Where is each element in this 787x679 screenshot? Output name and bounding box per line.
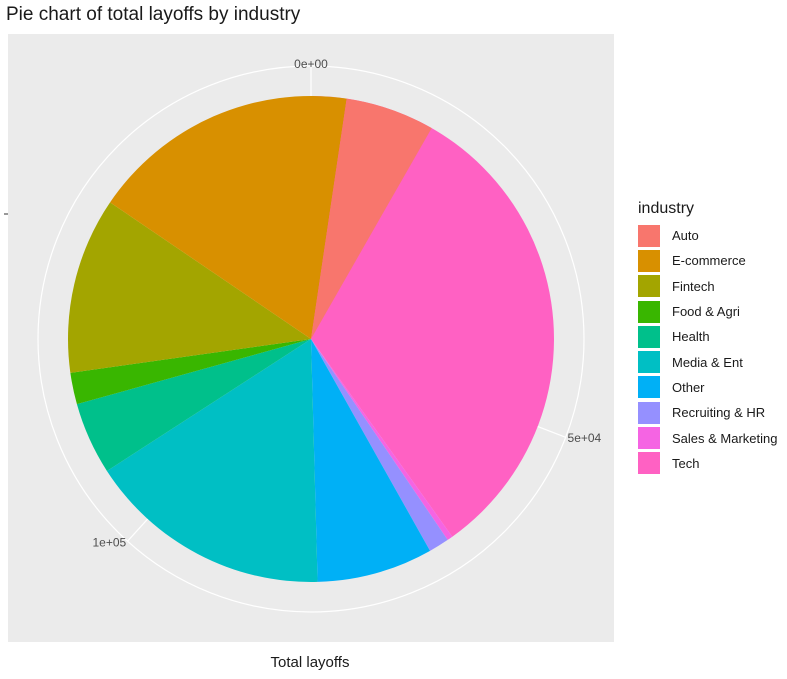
legend-key: [638, 300, 660, 323]
legend-item-media-ent: Media & Ent: [638, 349, 778, 374]
legend-label: E-commerce: [672, 253, 746, 269]
pie-slice-fintech: [68, 202, 312, 373]
legend-label: Fintech: [672, 278, 715, 294]
legend-key: [638, 376, 660, 399]
legend-label: Media & Ent: [672, 354, 743, 370]
pie-slice-health: [76, 339, 311, 471]
legend-items: Auto E-commerce Fintech Food & Agri Health Me…: [638, 223, 778, 476]
legend-item-fintech: Fintech: [638, 274, 778, 299]
legend-key: [638, 249, 660, 272]
legend-item-auto: Auto: [638, 223, 778, 248]
legend-label: Food & Agri: [672, 304, 740, 320]
legend-item-recruiting-hr: Recruiting & HR: [638, 400, 778, 425]
legend-key: [638, 224, 660, 247]
theta-tick-label: 1e+05: [92, 536, 126, 550]
theta-tick-label: 5e+04: [568, 431, 602, 445]
pie-slice-food-agri: [70, 339, 311, 405]
legend-key: [638, 401, 660, 424]
legend-key: [638, 275, 660, 298]
legend-item-other: Other: [638, 375, 778, 400]
pie-slice-sales-marketing: [311, 339, 453, 540]
legend-label: Other: [672, 379, 705, 395]
legend-label: Tech: [672, 455, 700, 471]
theta-tick-label: 0e+00: [294, 57, 328, 71]
pie-slice-media-ent: [106, 339, 318, 582]
legend-title: industry: [638, 200, 695, 217]
legend-label: Sales & Marketing: [672, 430, 778, 446]
legend: industry Auto E-commerce Fintech Food & Agr…: [638, 200, 778, 476]
tick-label-layer: 0e+00 5e+04 1e+05: [92, 57, 601, 550]
legend-key: [638, 452, 660, 475]
legend-key: [638, 351, 660, 374]
legend-item-food-agri: Food & Agri: [638, 299, 778, 324]
x-axis-label: Total layoffs: [270, 654, 350, 671]
legend-item-tech: Tech: [638, 451, 778, 476]
legend-label: Recruiting & HR: [672, 405, 766, 421]
legend-item-e-commerce: E-commerce: [638, 248, 778, 273]
legend-label: Auto: [672, 228, 699, 244]
pie-slice-recruiting-hr: [311, 339, 448, 551]
legend-key: [638, 325, 660, 348]
pie-slice-other: [311, 339, 431, 582]
legend-item-health: Health: [638, 324, 778, 349]
chart-title: Pie chart of total layoffs by industry: [6, 4, 301, 25]
legend-label: Health: [672, 329, 710, 345]
legend-key: [638, 427, 660, 450]
pie-slice-auto: [311, 98, 432, 339]
pie-slice-e-commerce: [110, 96, 347, 339]
slice-layer: [68, 96, 555, 582]
legend-item-sales-marketing: Sales & Marketing: [638, 425, 778, 450]
